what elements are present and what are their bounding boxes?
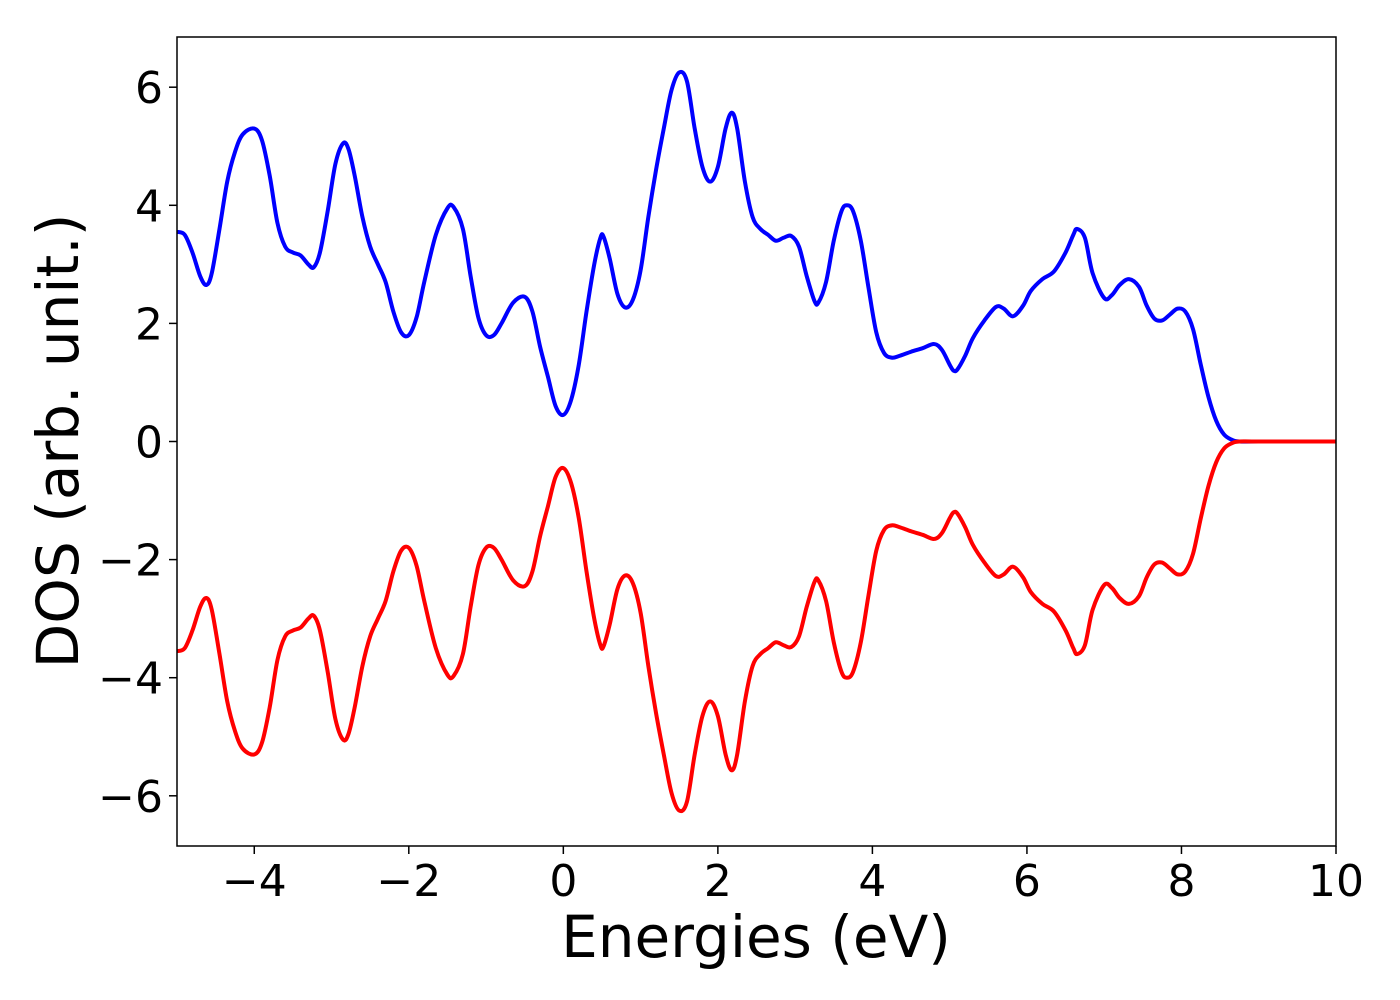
x-axis-label: Energies (eV) [561, 903, 951, 971]
series-line-red [177, 439, 1336, 814]
y-tick-label: −4 [98, 654, 163, 705]
x-tick-label: 8 [1167, 856, 1195, 907]
x-tick-label: 6 [1013, 856, 1041, 907]
y-tick-label: 4 [135, 181, 163, 232]
y-tick-label: 2 [135, 299, 163, 350]
y-tick-label: −2 [98, 536, 163, 587]
y-tick-label: 0 [135, 418, 163, 469]
y-tick-label: −6 [98, 772, 163, 823]
x-tick-label: −4 [222, 856, 287, 907]
y-axis-label: DOS (arb. unit.) [24, 214, 92, 669]
x-tick-label: 0 [549, 856, 577, 907]
x-tick-label: 2 [704, 856, 732, 907]
series-line-blue [177, 69, 1336, 444]
x-axis-ticks: −4 −2 0 2 4 6 8 10 [222, 846, 1364, 907]
y-axis-ticks: −6 −4 −2 0 2 4 6 [98, 63, 177, 823]
x-tick-label: 10 [1308, 856, 1364, 907]
y-tick-label: 6 [135, 63, 163, 114]
x-tick-label: 4 [858, 856, 886, 907]
series-layer [177, 69, 1336, 814]
x-tick-label: −2 [376, 856, 441, 907]
